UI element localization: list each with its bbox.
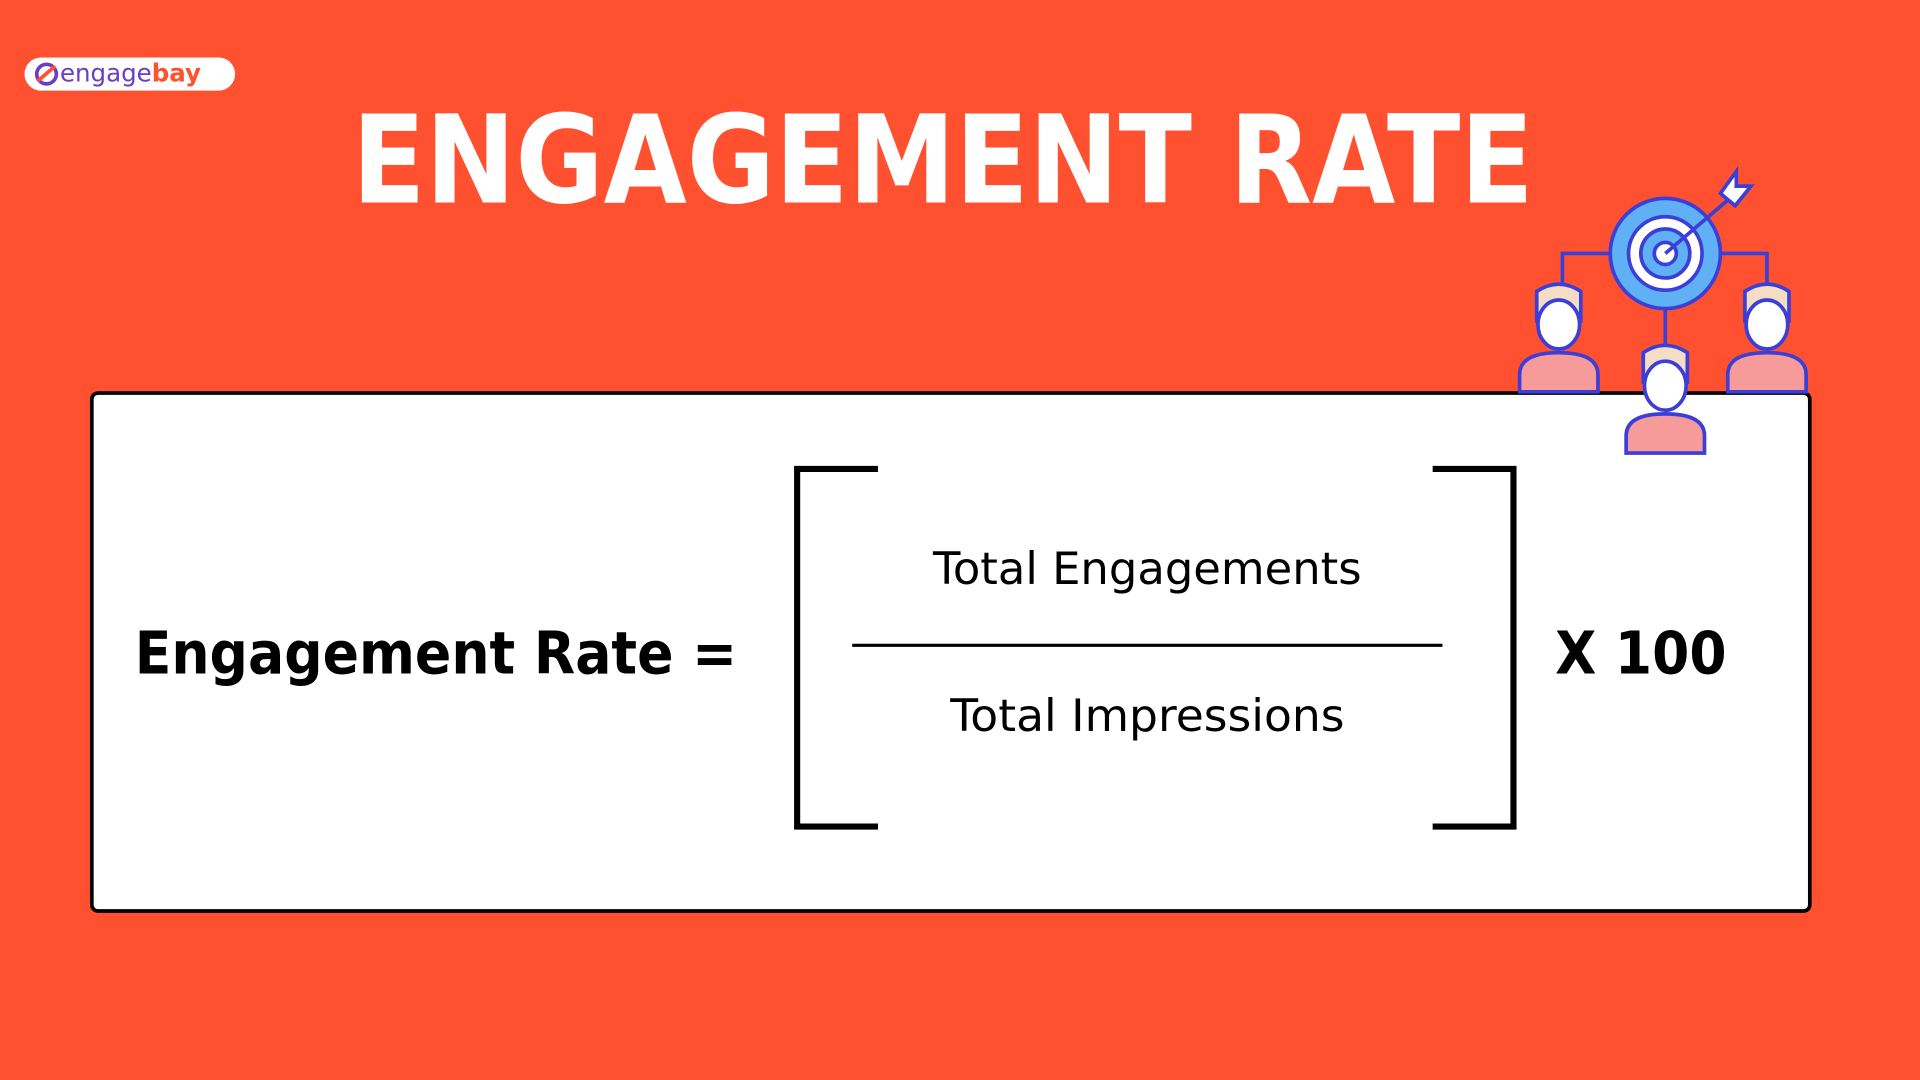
person-body bbox=[1624, 412, 1707, 455]
logo-main: engage bbox=[60, 59, 152, 88]
arrow-fletching bbox=[1717, 165, 1755, 209]
person bbox=[1725, 282, 1808, 394]
logo: engagebay bbox=[24, 57, 236, 91]
denominator: Total Impressions bbox=[949, 691, 1344, 742]
person bbox=[1624, 343, 1707, 455]
person-body bbox=[1517, 350, 1600, 394]
connector-lines bbox=[1560, 251, 1769, 346]
person-body bbox=[1725, 350, 1808, 394]
formula-box bbox=[90, 391, 1812, 913]
logo-icon-slash bbox=[36, 64, 57, 83]
left-bracket bbox=[794, 465, 878, 830]
person-head bbox=[1536, 298, 1582, 351]
formula-left: Engagement Rate = bbox=[135, 619, 737, 688]
person-head bbox=[1642, 359, 1688, 413]
multiplier: X 100 bbox=[1555, 619, 1726, 688]
person bbox=[1517, 282, 1600, 394]
arrow-shaft bbox=[1664, 194, 1734, 255]
right-bracket bbox=[1432, 465, 1517, 830]
title: ENGAGEMENT RATE bbox=[352, 89, 1534, 232]
audience-icon bbox=[1517, 165, 1808, 455]
person-head bbox=[1744, 298, 1790, 351]
logo-icon bbox=[34, 62, 59, 86]
logo-pill bbox=[24, 57, 236, 91]
numerator: Total Engagements bbox=[932, 544, 1362, 595]
logo-text: engagebay bbox=[60, 59, 201, 88]
logo-accent: bay bbox=[152, 59, 201, 88]
